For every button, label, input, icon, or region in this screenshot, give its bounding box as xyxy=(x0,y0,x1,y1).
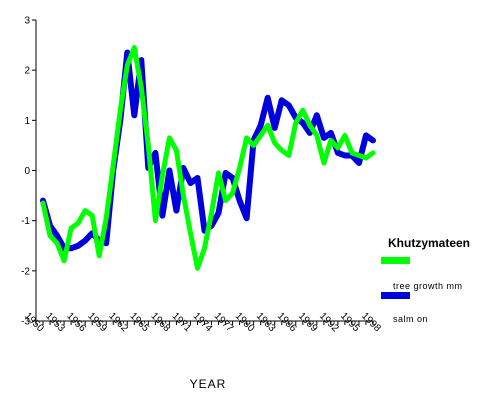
x-axis-title: YEAR xyxy=(190,377,227,391)
x-tick-label: 1953 xyxy=(43,311,67,335)
axes: -3-2-10123195019531956195919621965196819… xyxy=(21,16,383,335)
y-tick-label: 3 xyxy=(24,16,30,27)
x-tick-label: 1965 xyxy=(127,311,151,335)
x-tick-label: 1974 xyxy=(191,311,215,335)
x-tick-label: 1998 xyxy=(359,311,383,335)
x-tick-label: 1962 xyxy=(106,311,130,335)
y-tick-label: -2 xyxy=(21,266,30,277)
x-tick-label: 1977 xyxy=(212,311,236,335)
series-line-tree-growth xyxy=(40,45,376,271)
legend-swatch-salmon xyxy=(381,292,410,299)
y-tick-label: -1 xyxy=(21,216,30,227)
x-tick-label: 1959 xyxy=(85,311,109,335)
x-tick-label: 1986 xyxy=(275,311,299,335)
x-tick-label: 1992 xyxy=(317,311,341,335)
x-tick-label: 1968 xyxy=(149,311,173,335)
x-tick-label: 1983 xyxy=(254,311,278,335)
y-tick-label: 2 xyxy=(24,66,30,77)
legend-title: Khutzymateen xyxy=(388,236,470,250)
x-tick-label: 1971 xyxy=(170,311,194,335)
plot-lines xyxy=(40,45,376,271)
legend-label-salmon: salm on xyxy=(393,314,428,324)
x-tick-label: 1995 xyxy=(338,311,362,335)
x-tick-label: 1989 xyxy=(296,311,320,335)
x-tick-label: 1956 xyxy=(64,311,88,335)
x-tick-label: 1980 xyxy=(233,311,257,335)
y-tick-label: -3 xyxy=(21,317,30,328)
y-tick-label: 0 xyxy=(24,166,30,177)
y-tick-label: 1 xyxy=(24,116,30,127)
legend-swatch-tree-growth xyxy=(381,257,410,264)
legend: Khutzymateen tree growth mm salm on xyxy=(381,236,470,324)
legend-label-tree-growth: tree growth mm xyxy=(393,281,463,291)
